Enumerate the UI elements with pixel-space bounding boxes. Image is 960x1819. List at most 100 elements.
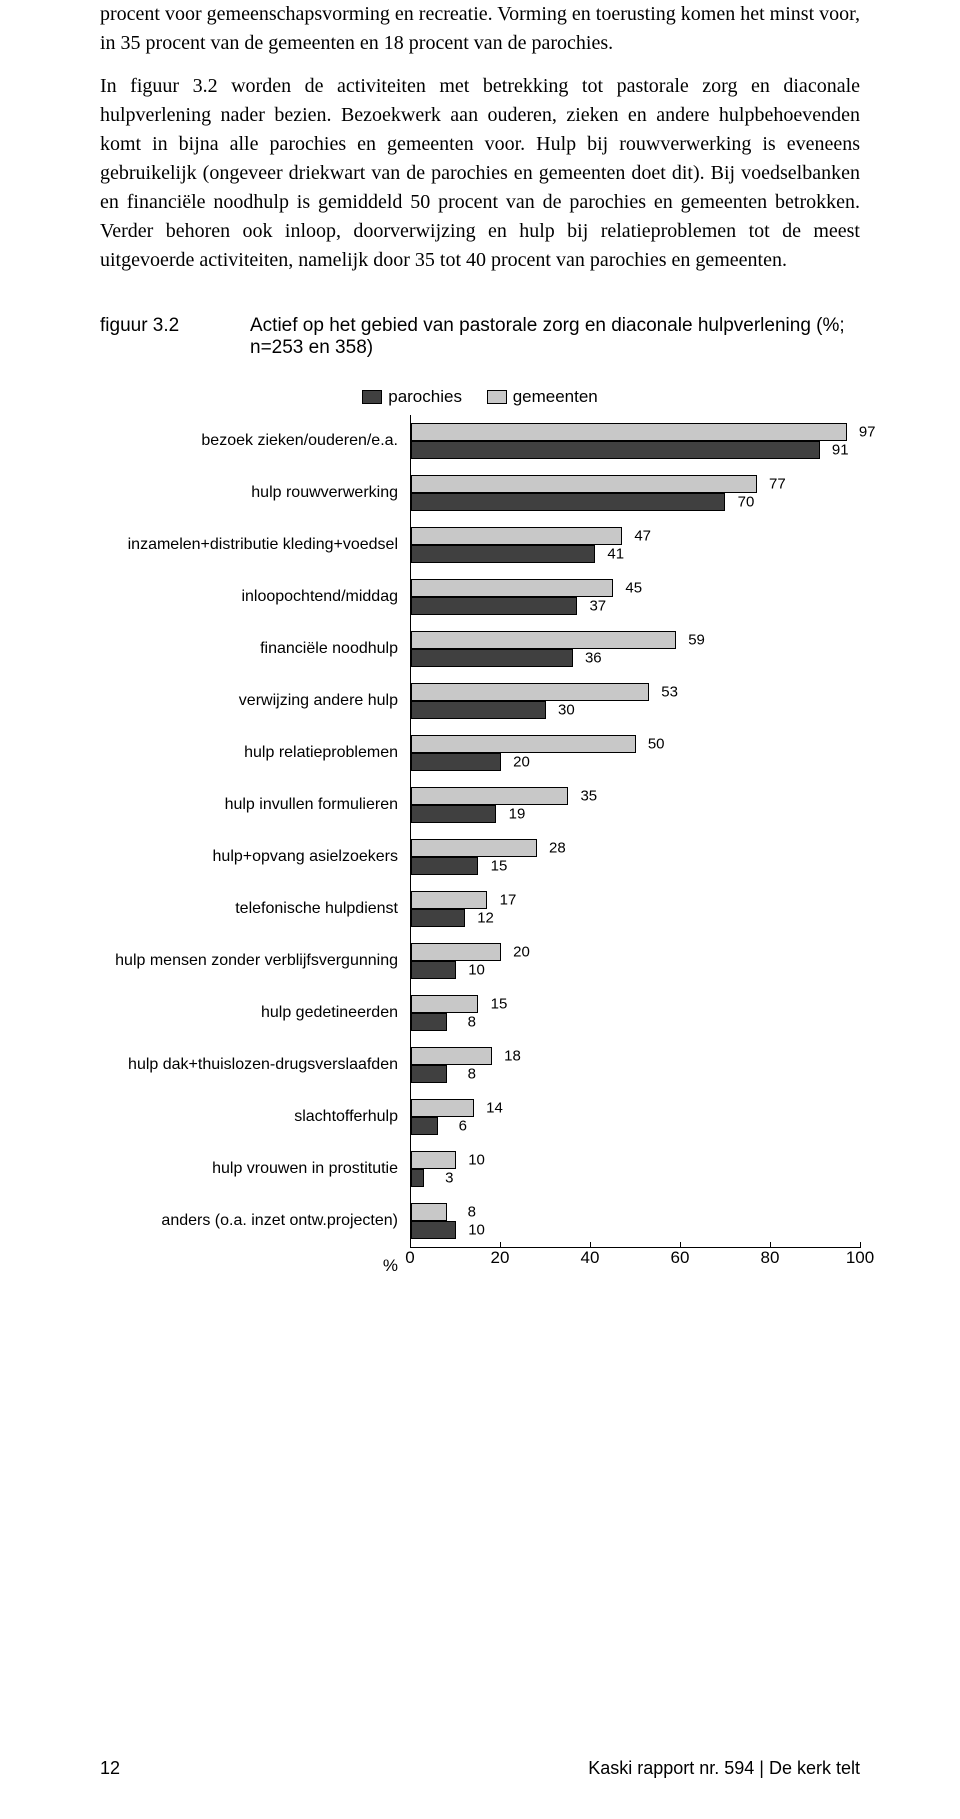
- bar-value: 10: [468, 1152, 485, 1169]
- legend-item-gemeenten: gemeenten: [487, 387, 598, 407]
- page-number: 12: [100, 1758, 120, 1779]
- bar-gemeenten: 18: [411, 1047, 492, 1065]
- report-title: Kaski rapport nr. 594 | De kerk telt: [588, 1758, 860, 1779]
- bar-parochies: 10: [411, 1221, 456, 1239]
- bar-parochies: 41: [411, 545, 595, 563]
- bar-gemeenten: 45: [411, 579, 613, 597]
- bar-parochies: 15: [411, 857, 478, 875]
- bar-pair: 103: [411, 1143, 860, 1195]
- bar-parochies: 8: [411, 1065, 447, 1083]
- bar-value: 18: [504, 1048, 521, 1065]
- bar-value: 6: [459, 1118, 467, 1135]
- bar-parochies: 6: [411, 1117, 438, 1135]
- bar-value: 12: [477, 910, 494, 927]
- bar-parochies: 30: [411, 701, 546, 719]
- legend-swatch-parochies: [362, 390, 382, 404]
- bar-gemeenten: 97: [411, 423, 847, 441]
- bar-gemeenten: 15: [411, 995, 478, 1013]
- bar-pair: 4537: [411, 571, 860, 623]
- bar-value: 77: [769, 476, 786, 493]
- category-label: hulp vrouwen in prostitutie: [100, 1143, 410, 1195]
- bar-value: 50: [648, 736, 665, 753]
- bar-gemeenten: 77: [411, 475, 757, 493]
- bar-pair: 9791: [411, 415, 860, 467]
- legend-item-parochies: parochies: [362, 387, 462, 407]
- bar-value: 91: [832, 442, 849, 459]
- bar-value: 3: [445, 1170, 453, 1187]
- bar-gemeenten: 14: [411, 1099, 474, 1117]
- bar-value: 30: [558, 702, 575, 719]
- bar-pair: 158: [411, 987, 860, 1039]
- bar-value: 20: [513, 754, 530, 771]
- figure-label: figuur 3.2: [100, 315, 250, 337]
- bar-parochies: 91: [411, 441, 820, 459]
- bar-gemeenten: 35: [411, 787, 568, 805]
- x-axis: 020406080100: [410, 1248, 860, 1278]
- bar-pair: 4741: [411, 519, 860, 571]
- category-label: inloopochtend/middag: [100, 571, 410, 623]
- xaxis-label: %: [100, 1248, 410, 1278]
- bar-value: 97: [859, 424, 876, 441]
- category-column: bezoek zieken/ouderen/e.a.hulp rouwverwe…: [100, 415, 410, 1248]
- bar-pair: 2010: [411, 935, 860, 987]
- bar-parochies: 37: [411, 597, 577, 615]
- tick-label: 40: [581, 1248, 600, 1268]
- bar-value: 10: [468, 962, 485, 979]
- bar-value: 8: [468, 1204, 476, 1221]
- category-label: verwijzing andere hulp: [100, 675, 410, 727]
- bar-value: 28: [549, 840, 566, 857]
- bar-value: 41: [607, 546, 624, 563]
- tick-label: 100: [846, 1248, 874, 1268]
- bar-parochies: 3: [411, 1169, 424, 1187]
- bar-value: 8: [468, 1014, 476, 1031]
- bar-gemeenten: 28: [411, 839, 537, 857]
- tick-label: 80: [761, 1248, 780, 1268]
- category-label: hulp gedetineerden: [100, 987, 410, 1039]
- bar-gemeenten: 50: [411, 735, 636, 753]
- bar-parochies: 19: [411, 805, 496, 823]
- legend-label-parochies: parochies: [388, 387, 462, 407]
- bar-value: 17: [500, 892, 517, 909]
- figure-title: Actief op het gebied van pastorale zorg …: [250, 315, 860, 359]
- bar-value: 36: [585, 650, 602, 667]
- bar-gemeenten: 47: [411, 527, 622, 545]
- bar-pair: 2815: [411, 831, 860, 883]
- bar-parochies: 20: [411, 753, 501, 771]
- bar-value: 20: [513, 944, 530, 961]
- bar-pair: 188: [411, 1039, 860, 1091]
- bar-gemeenten: 53: [411, 683, 649, 701]
- category-label: hulp rouwverwerking: [100, 467, 410, 519]
- bar-value: 14: [486, 1100, 503, 1117]
- bar-value: 70: [738, 494, 755, 511]
- bar-gemeenten: 10: [411, 1151, 456, 1169]
- bar-parochies: 10: [411, 961, 456, 979]
- paragraph-1: procent voor gemeenschapsvorming en recr…: [100, 0, 860, 58]
- figure-block: figuur 3.2 Actief op het gebied van past…: [100, 315, 860, 1278]
- category-label: bezoek zieken/ouderen/e.a.: [100, 415, 410, 467]
- legend-swatch-gemeenten: [487, 390, 507, 404]
- category-label: inzamelen+distributie kleding+voedsel: [100, 519, 410, 571]
- bar-value: 8: [468, 1066, 476, 1083]
- category-label: financiële noodhulp: [100, 623, 410, 675]
- bar-gemeenten: 20: [411, 943, 501, 961]
- bar-pair: 3519: [411, 779, 860, 831]
- tick-label: 0: [405, 1248, 414, 1268]
- category-label: hulp invullen formulieren: [100, 779, 410, 831]
- bar-pair: 5330: [411, 675, 860, 727]
- bar-gemeenten: 17: [411, 891, 487, 909]
- bar-pair: 7770: [411, 467, 860, 519]
- bar-parochies: 36: [411, 649, 573, 667]
- bar-value: 19: [509, 806, 526, 823]
- category-label: hulp mensen zonder verblijfsvergunning: [100, 935, 410, 987]
- bar-parochies: 70: [411, 493, 725, 511]
- bar-value: 35: [580, 788, 597, 805]
- chart: parochies gemeenten bezoek zieken/oudere…: [100, 387, 860, 1278]
- tick-label: 20: [491, 1248, 510, 1268]
- bars-column: 9791777047414537593653305020351928151712…: [410, 415, 860, 1248]
- bar-parochies: 12: [411, 909, 465, 927]
- category-label: hulp relatieproblemen: [100, 727, 410, 779]
- category-label: hulp+opvang asielzoekers: [100, 831, 410, 883]
- bar-gemeenten: 8: [411, 1203, 447, 1221]
- bar-pair: 5020: [411, 727, 860, 779]
- bar-gemeenten: 59: [411, 631, 676, 649]
